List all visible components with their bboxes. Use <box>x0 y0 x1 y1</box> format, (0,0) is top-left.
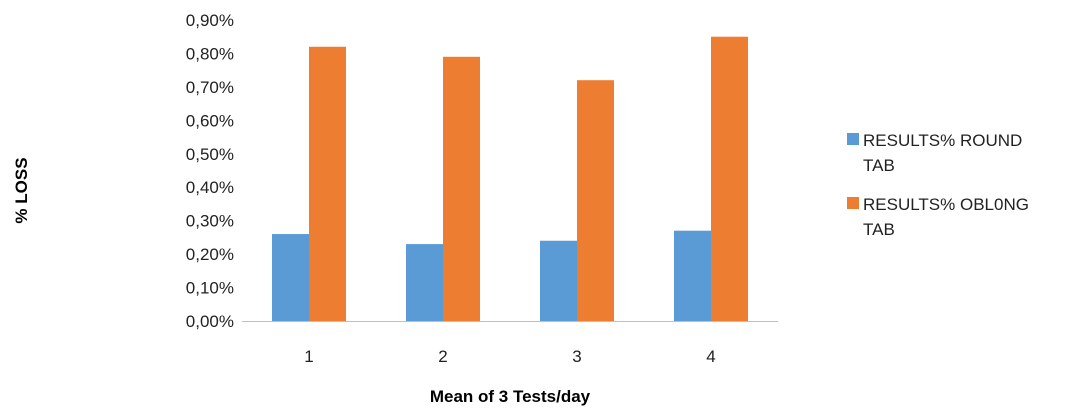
bar-oblong-tab-1 <box>309 46 346 321</box>
bars <box>272 36 748 322</box>
x-tick-label: 2 <box>438 347 447 366</box>
y-tick-label: 0,30% <box>186 212 234 231</box>
y-tick-label: 0,20% <box>186 245 234 264</box>
y-axis-title: % LOSS <box>12 157 31 223</box>
bar-oblong-tab-4 <box>711 36 748 321</box>
x-tick-label: 1 <box>304 347 313 366</box>
legend-label-oblong-tab: RESULTS% OBL0NG TAB <box>863 195 1029 239</box>
legend-label-round-tab: RESULTS% ROUND TAB <box>863 131 1023 175</box>
x-tick-label: 3 <box>572 347 581 366</box>
y-tick-label: 0,40% <box>186 178 234 197</box>
y-tick-label: 0,80% <box>186 44 234 63</box>
y-tick-label: 0,70% <box>186 78 234 97</box>
bar-round-tab-3 <box>540 240 577 321</box>
y-tick-label: 0,50% <box>186 145 234 164</box>
bar-round-tab-1 <box>272 234 309 321</box>
legend-swatch-round-tab <box>847 133 859 145</box>
y-tick-label: 0,60% <box>186 111 234 130</box>
y-tick-label: 0,10% <box>186 279 234 298</box>
legend-item-round-tab: RESULTS% ROUND TAB <box>847 128 1082 178</box>
legend-item-oblong-tab: RESULTS% OBL0NG TAB <box>847 192 1082 242</box>
bar-round-tab-4 <box>674 230 711 321</box>
x-axis-ticks: 1 2 3 4 <box>304 347 715 366</box>
legend-swatch-oblong-tab <box>847 197 859 209</box>
y-tick-label: 0,90% <box>186 11 234 30</box>
bar-oblong-tab-3 <box>577 80 614 321</box>
x-axis-title: Mean of 3 Tests/day <box>430 387 591 406</box>
bar-round-tab-2 <box>406 244 443 321</box>
legend: RESULTS% ROUND TAB RESULTS% OBL0NG TAB <box>847 128 1082 256</box>
x-tick-label: 4 <box>706 347 715 366</box>
y-axis-ticks: 0,00% 0,10% 0,20% 0,30% 0,40% 0,50% 0,60% 0,70%… <box>186 11 234 331</box>
bar-oblong-tab-2 <box>443 56 480 322</box>
y-tick-label: 0,00% <box>186 312 234 331</box>
